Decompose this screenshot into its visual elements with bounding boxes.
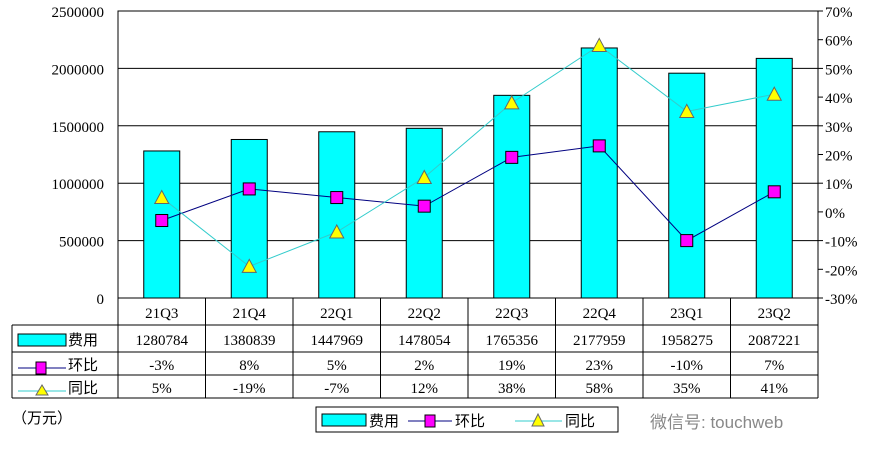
bar [493, 94, 531, 299]
category-label: 23Q1 [670, 306, 703, 322]
table-cell: 1478054 [398, 333, 451, 349]
category-label: 22Q2 [408, 306, 441, 322]
table-row-label: 费用 [68, 332, 98, 349]
y2-tick-label: 20% [825, 149, 853, 165]
marker-square [505, 150, 519, 164]
table-cell: 35% [673, 381, 701, 397]
y2-tick-label: 40% [825, 91, 853, 107]
bar [318, 131, 356, 299]
table-cell: 2177959 [573, 333, 626, 349]
legend-key-bar [321, 413, 367, 427]
marker-triangle [531, 412, 545, 427]
table-cell: 2087221 [748, 333, 801, 349]
table-cell: 38% [498, 381, 526, 397]
series-line [161, 44, 775, 268]
y2-tick-label: 70% [825, 5, 853, 21]
marker-triangle [35, 384, 49, 396]
marker-triangle [241, 258, 258, 273]
y-tick-label: 1500000 [52, 120, 105, 136]
table-cell: 5% [152, 381, 172, 397]
table-cell: -19% [233, 381, 266, 397]
y2-tick-label: -30% [825, 292, 858, 308]
y-tick-label: 2500000 [52, 5, 105, 21]
table-cell: 1380839 [223, 333, 276, 349]
y-tick-label: 2000000 [52, 62, 105, 78]
table-cell: -7% [324, 381, 349, 397]
marker-square [35, 361, 47, 375]
unit-label: （万元） [12, 410, 72, 427]
marker-square [242, 182, 256, 196]
table-cell: 1280784 [136, 333, 189, 349]
table-cell: 1765356 [486, 333, 539, 349]
marker-triangle [328, 223, 345, 239]
legend-key-bar [17, 333, 67, 347]
y-tick-label: 1000000 [52, 177, 105, 193]
y2-tick-label: -10% [825, 235, 858, 251]
y2-tick-label: 50% [825, 62, 853, 78]
marker-triangle [591, 37, 608, 52]
marker-square [330, 191, 344, 205]
category-label: 21Q4 [233, 306, 267, 322]
y2-tick-label: 0% [825, 206, 845, 222]
table-row-label: 环比 [68, 357, 98, 374]
y2-tick-label: 10% [825, 177, 853, 193]
marker-triangle [503, 94, 520, 110]
category-label: 22Q3 [495, 306, 528, 322]
legend-label: 环比 [455, 413, 485, 430]
category-label: 22Q1 [320, 306, 353, 322]
marker-triangle [678, 103, 695, 118]
table-cell: 7% [764, 358, 784, 374]
watermark: 微信号: touchweb [650, 413, 783, 432]
category-label: 23Q2 [758, 306, 791, 322]
y2-tick-label: 30% [825, 120, 853, 136]
table-cell: 5% [327, 358, 347, 374]
marker-square [155, 214, 169, 228]
table-cell: 1447969 [311, 333, 364, 349]
series-line [161, 145, 775, 242]
table-row-label: 同比 [68, 380, 98, 397]
table-cell: 8% [239, 358, 259, 374]
y2-tick-label: -20% [825, 263, 858, 279]
table-cell: 12% [411, 381, 439, 397]
category-label: 21Q3 [145, 306, 178, 322]
bar [405, 127, 443, 299]
y-tick-label: 0 [97, 292, 105, 308]
y-tick-label: 500000 [59, 235, 104, 251]
marker-triangle [416, 169, 433, 184]
table-cell: -3% [149, 358, 174, 374]
table-cell: -10% [671, 358, 704, 374]
marker-square [680, 234, 694, 248]
legend-label: 同比 [565, 413, 595, 430]
legend-label: 费用 [369, 413, 399, 430]
marker-square [424, 414, 436, 428]
marker-square [592, 139, 606, 153]
table-cell: 1958275 [661, 333, 714, 349]
table-cell: 58% [586, 381, 614, 397]
table-cell: 41% [761, 381, 789, 397]
table-cell: 23% [586, 358, 614, 374]
table-cell: 19% [498, 358, 526, 374]
y2-tick-label: 60% [825, 34, 853, 50]
category-label: 22Q4 [583, 306, 617, 322]
marker-square [417, 199, 431, 213]
bar [230, 138, 268, 299]
plot-area [117, 10, 819, 299]
marker-triangle [153, 189, 170, 205]
bar [580, 47, 618, 299]
marker-square [767, 185, 781, 199]
marker-triangle [766, 86, 783, 101]
table-cell: 2% [414, 358, 434, 374]
